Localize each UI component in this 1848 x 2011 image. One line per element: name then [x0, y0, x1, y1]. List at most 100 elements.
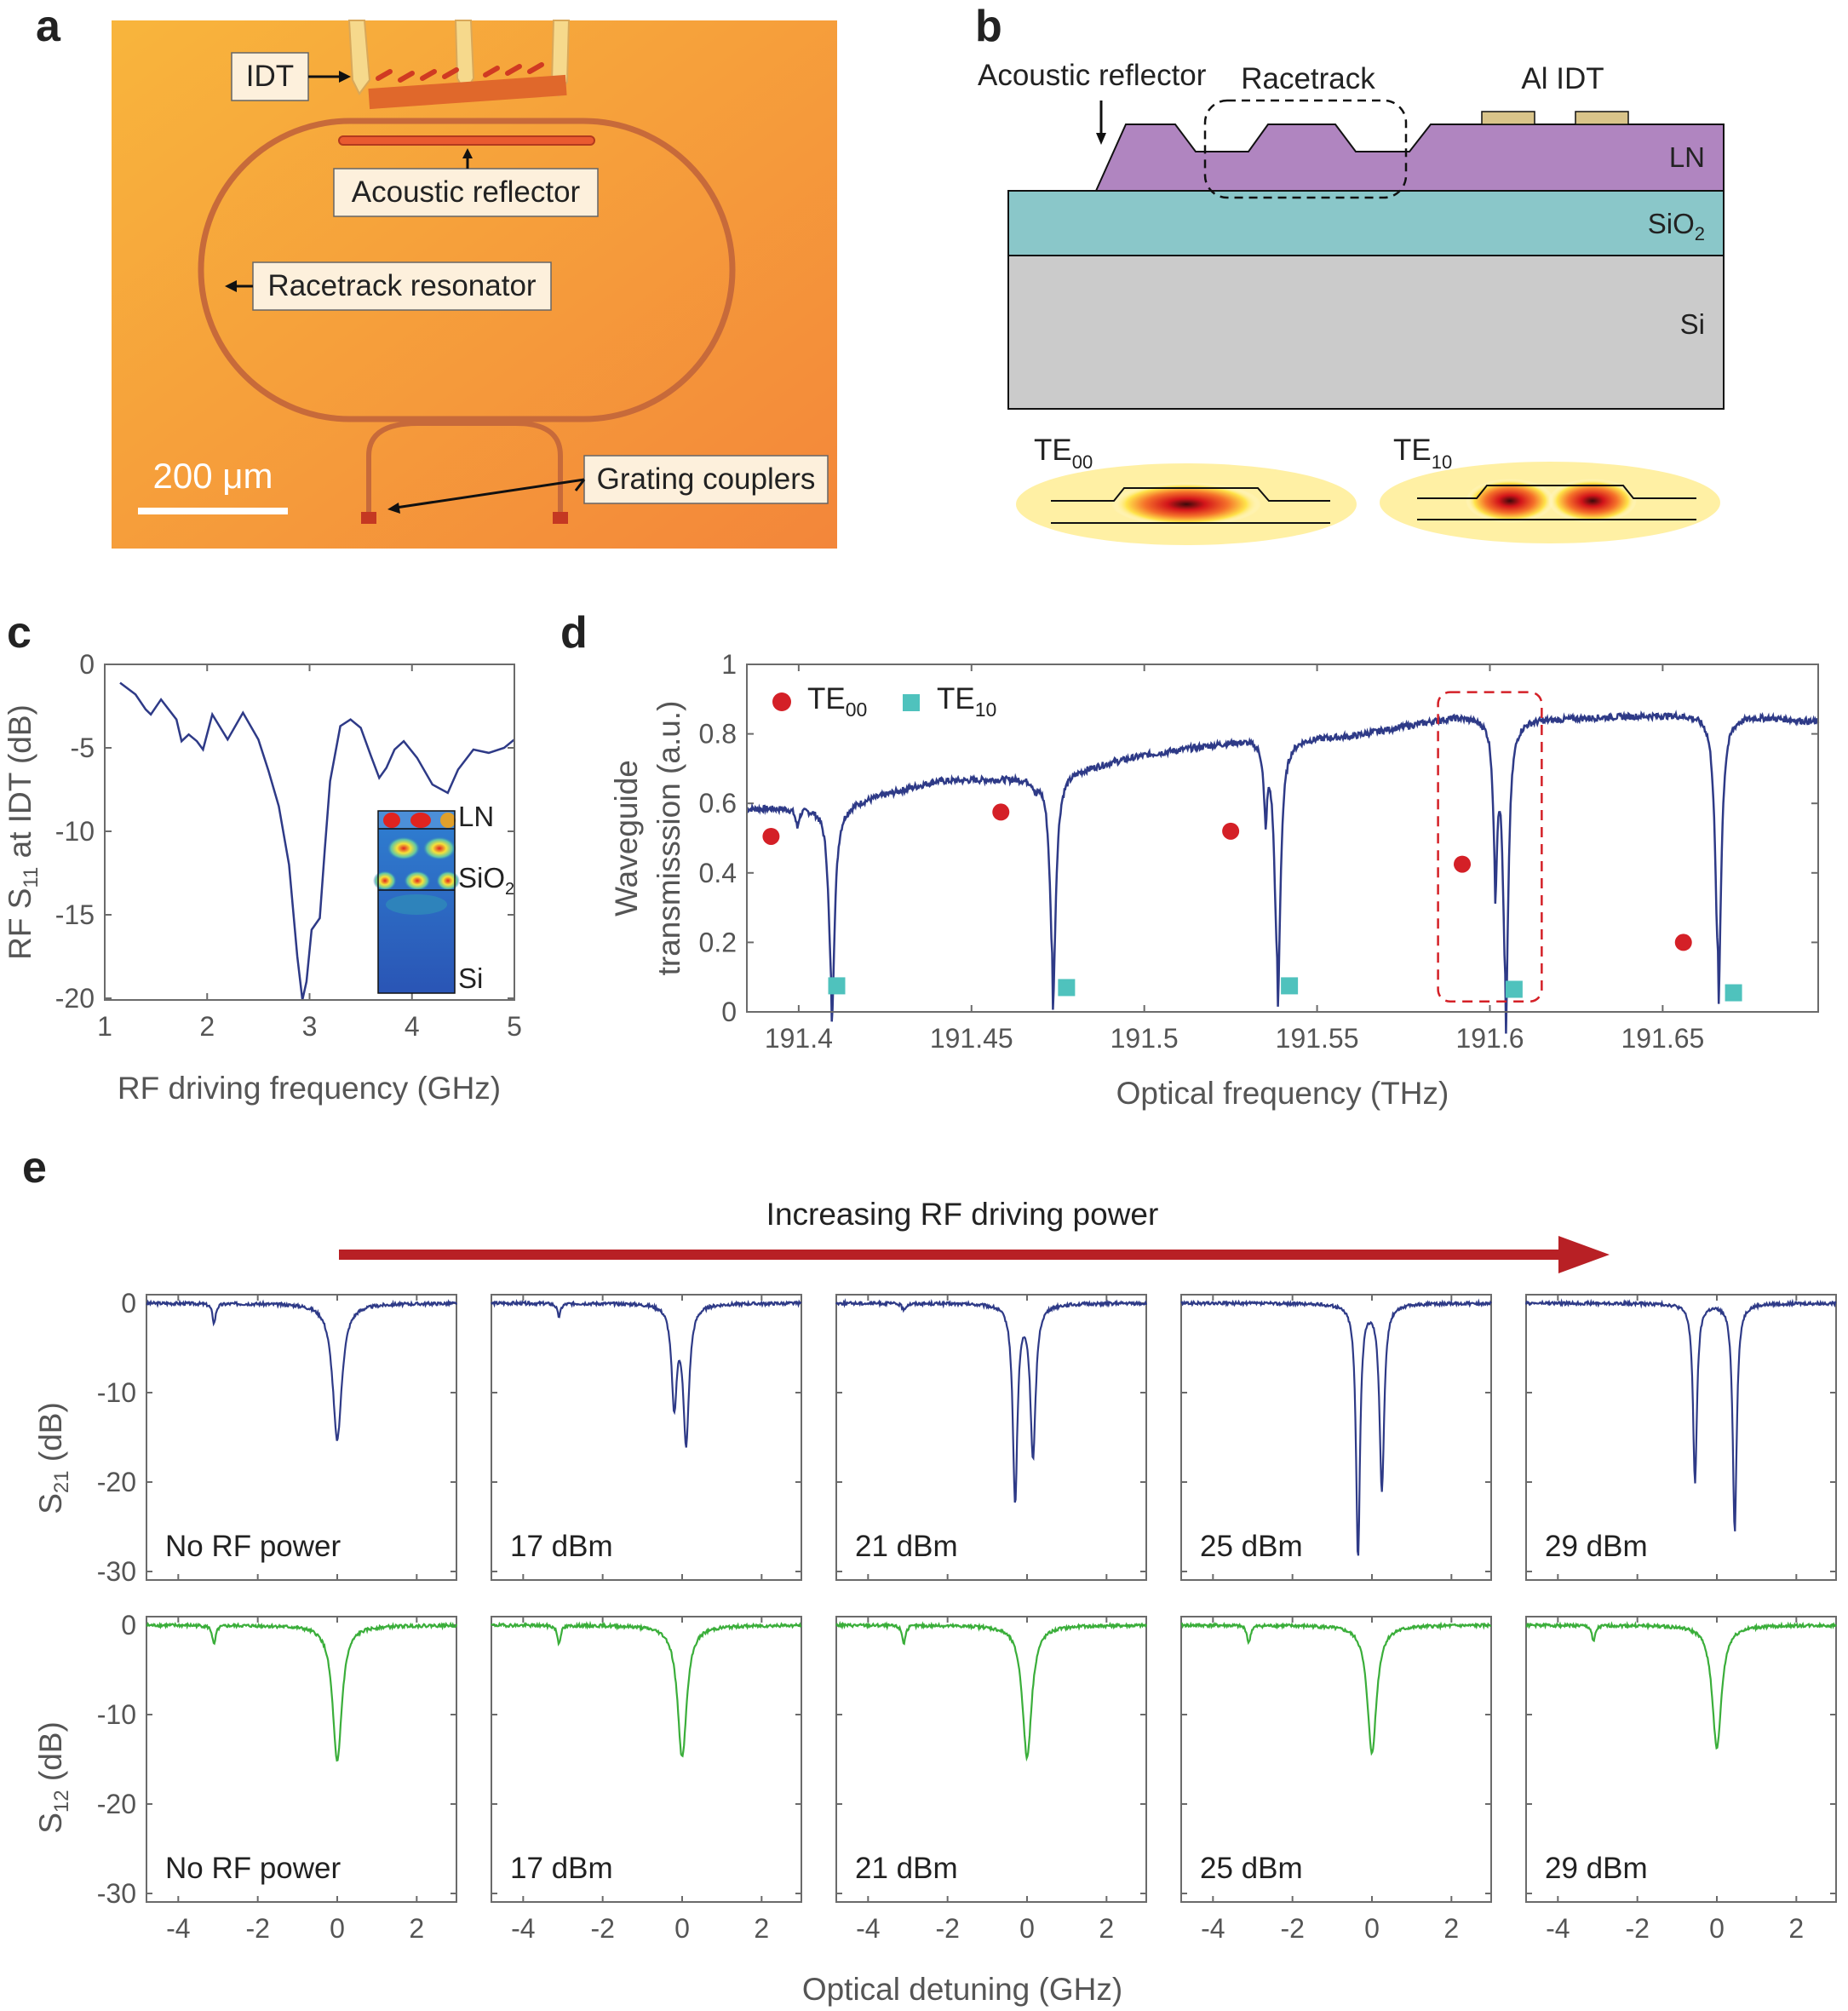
- svg-text:Grating couplers: Grating couplers: [597, 463, 816, 496]
- subplot-frame: [1525, 1294, 1837, 1581]
- x-tick-label: 191.6: [1455, 1023, 1524, 1054]
- y-tick-label: 1: [721, 649, 737, 680]
- subplot-s12-4: -4 -2 0 2 29 dBm: [1525, 1616, 1837, 1944]
- subplot-s21-0: 0 -10 -20 -30 No RF power: [97, 1288, 458, 1587]
- legend-te00-label: TE00: [807, 682, 867, 721]
- grating-coupler-left: [361, 512, 376, 524]
- y-tick-label: -20: [97, 1467, 136, 1497]
- x-tick-label: -2: [935, 1913, 959, 1944]
- panel-c-xlabel: RF driving frequency (GHz): [118, 1071, 501, 1106]
- panel-c-s11-line: [119, 681, 515, 1001]
- x-tick-label: 0: [330, 1913, 345, 1944]
- label-te00: TE00: [1034, 434, 1093, 473]
- x-tick-label: 0: [1709, 1913, 1725, 1944]
- y-tick-label: -30: [97, 1556, 136, 1587]
- x-tick-label: 191.4: [765, 1023, 833, 1054]
- si-layer: [1007, 255, 1725, 410]
- x-tick-label: -2: [1625, 1913, 1649, 1944]
- x-tick-label: -4: [1546, 1913, 1570, 1944]
- y-tick-label: -20: [55, 983, 95, 1014]
- label-sio2: SiO2: [1648, 208, 1705, 244]
- x-tick-label: -4: [856, 1913, 880, 1944]
- arrowhead-acoustic-reflector: [1096, 133, 1106, 145]
- panel-e-xlabel: Optical detuning (GHz): [802, 1972, 1122, 2007]
- subplot-s12-3: -4 -2 0 2 25 dBm: [1180, 1616, 1492, 1944]
- panel-e-ylabel-s12: S12 (dB): [33, 1721, 73, 1834]
- spectrum-line: [835, 1298, 1148, 1503]
- label-acoustic-reflector: Acoustic reflector: [333, 148, 599, 217]
- y-tick-label: 0: [79, 649, 95, 680]
- legend-te00-marker: [772, 692, 791, 711]
- spectrum-line: [146, 1299, 458, 1441]
- racetrack-dashed-box: [1203, 99, 1408, 199]
- panel-d-transmission-line: [746, 710, 1820, 1034]
- power-label: 21 dBm: [855, 1852, 958, 1885]
- power-label: No RF power: [165, 1852, 341, 1885]
- y-tick-label: -10: [97, 1377, 136, 1408]
- y-tick-label: 0: [121, 1610, 136, 1640]
- legend-te10-label: TE10: [937, 682, 996, 721]
- subplot-s12-2: -4 -2 0 2 21 dBm: [835, 1616, 1148, 1944]
- power-label: 25 dBm: [1200, 1852, 1303, 1885]
- y-tick-label: -5: [71, 733, 95, 763]
- y-tick-label: -15: [55, 899, 95, 930]
- x-tick-label: 191.45: [930, 1023, 1013, 1054]
- y-tick-label: -20: [97, 1789, 136, 1819]
- subplot-frame: [146, 1616, 457, 1903]
- y-tick-label: 0.6: [699, 788, 737, 819]
- panel-c-chart: 1 2 3 4 5 0 -5 -10 -15 -20 LN SiO2 Si RF driving …: [3, 649, 522, 1106]
- te00-point: [992, 803, 1010, 821]
- power-label: 25 dBm: [1200, 1530, 1303, 1563]
- panel-d-ticks: 191.4 191.45 191.5 191.55 191.6 191.65 0 0.2 0.4…: [699, 649, 1818, 1054]
- y-tick-label: -10: [97, 1699, 136, 1730]
- power-label: 29 dBm: [1545, 1530, 1648, 1563]
- y-tick-label: 0: [721, 997, 737, 1027]
- panel-e: Increasing RF driving power 0-10-20-30No…: [33, 1197, 1837, 2007]
- y-tick-label: 0: [121, 1288, 136, 1319]
- te10-point: [1058, 979, 1076, 997]
- te00-point: [762, 827, 780, 845]
- x-tick-label: -4: [1201, 1913, 1225, 1944]
- panel-d-xlabel: Optical frequency (THz): [1116, 1076, 1449, 1111]
- y-tick-label: 0.8: [699, 719, 737, 750]
- panel-d-legend: TE00 TE10: [772, 682, 996, 721]
- panel-d-chart: 191.4 191.45 191.5 191.55 191.6 191.65 0 0.2 0.4…: [609, 649, 1820, 1111]
- legend-te10-marker: [903, 694, 920, 711]
- x-tick-label: 2: [199, 1011, 215, 1042]
- label-grating-couplers: Grating couplers: [387, 455, 829, 514]
- panel-d-frame: [746, 664, 1819, 1013]
- x-tick-label: 191.5: [1111, 1023, 1179, 1054]
- subplot-s21-4: 29 dBm: [1524, 1294, 1837, 1581]
- subplot-s21-1: 17 dBm: [491, 1294, 802, 1581]
- x-tick-label: 0: [674, 1913, 690, 1944]
- ln-layer: [1094, 124, 1725, 192]
- label-idt: IDT: [231, 52, 351, 101]
- power-label: 17 dBm: [510, 1852, 613, 1885]
- x-tick-label: -2: [245, 1913, 269, 1944]
- y-tick-label: -10: [55, 816, 95, 847]
- subplot-frame: [1525, 1616, 1837, 1903]
- te00-point: [1222, 822, 1240, 840]
- svg-text:IDT: IDT: [246, 60, 294, 93]
- x-tick-label: 191.55: [1276, 1023, 1359, 1054]
- x-tick-label: -4: [166, 1913, 190, 1944]
- mode-te00: TE00: [1016, 434, 1357, 545]
- label-al-idt: Al IDT: [1521, 62, 1604, 95]
- svg-text:200 μm: 200 μm: [153, 456, 273, 496]
- spectrum-line: [1180, 1298, 1492, 1556]
- spectrum-line: [491, 1299, 802, 1448]
- panel-d-ylabel-line2: transmisssion (a.u.): [651, 701, 686, 976]
- spectrum-line: [1525, 1621, 1837, 1750]
- panel-label-d: d: [560, 608, 588, 658]
- panel-c-ylabel: RF S11 at IDT (dB): [3, 704, 43, 960]
- subplot-frame: [491, 1294, 802, 1581]
- idt-electrodes: [347, 20, 571, 110]
- subplot-frame: [146, 1294, 457, 1581]
- panel-label-c: c: [7, 608, 32, 658]
- x-tick-label: 1: [97, 1011, 112, 1042]
- subplot-frame: [491, 1616, 802, 1903]
- x-tick-label: 2: [1099, 1913, 1114, 1944]
- panel-c-ticks: 1 2 3 4 5 0 -5 -10 -15 -20: [55, 649, 522, 1042]
